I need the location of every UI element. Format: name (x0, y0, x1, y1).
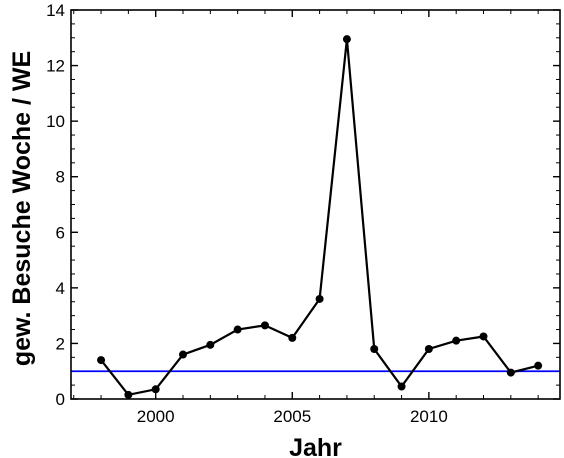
plot-frame (70, 9, 561, 400)
data-point (124, 390, 133, 399)
data-point (233, 325, 242, 334)
series-layer (97, 35, 543, 399)
y-tick-label: 4 (56, 279, 65, 298)
data-point (97, 356, 106, 365)
data-point (315, 294, 324, 303)
data-point (479, 332, 488, 341)
data-point (452, 336, 461, 345)
series-line (100, 39, 539, 397)
x-tick-label: 2010 (410, 407, 448, 426)
y-tick-label: 6 (56, 223, 65, 242)
y-tick-label: 12 (46, 57, 65, 76)
data-point (260, 321, 269, 330)
data-point (424, 344, 433, 353)
y-tick-label: 14 (46, 1, 65, 20)
y-tick-label: 8 (56, 168, 65, 187)
x-axis-title: Jahr (289, 434, 342, 458)
tick-labels: 0 2 4 6 8 10 12 14 2000 2005 2010 (46, 1, 448, 426)
y-tick-label: 10 (46, 112, 65, 131)
data-point (506, 368, 515, 377)
data-point (206, 340, 215, 349)
data-point (370, 344, 379, 353)
axis-ticks (71, 9, 560, 400)
data-point (342, 35, 351, 44)
y-tick-label: 0 (56, 390, 65, 409)
y-tick-label: 2 (56, 334, 65, 353)
x-tick-label: 2005 (273, 407, 311, 426)
data-point (534, 361, 543, 370)
data-point (151, 385, 160, 394)
data-point (288, 333, 297, 342)
y-axis-title: gew. Besuche Woche / WE (8, 51, 36, 366)
data-point (397, 382, 406, 391)
data-point (179, 350, 188, 359)
x-tick-label: 2000 (137, 407, 175, 426)
